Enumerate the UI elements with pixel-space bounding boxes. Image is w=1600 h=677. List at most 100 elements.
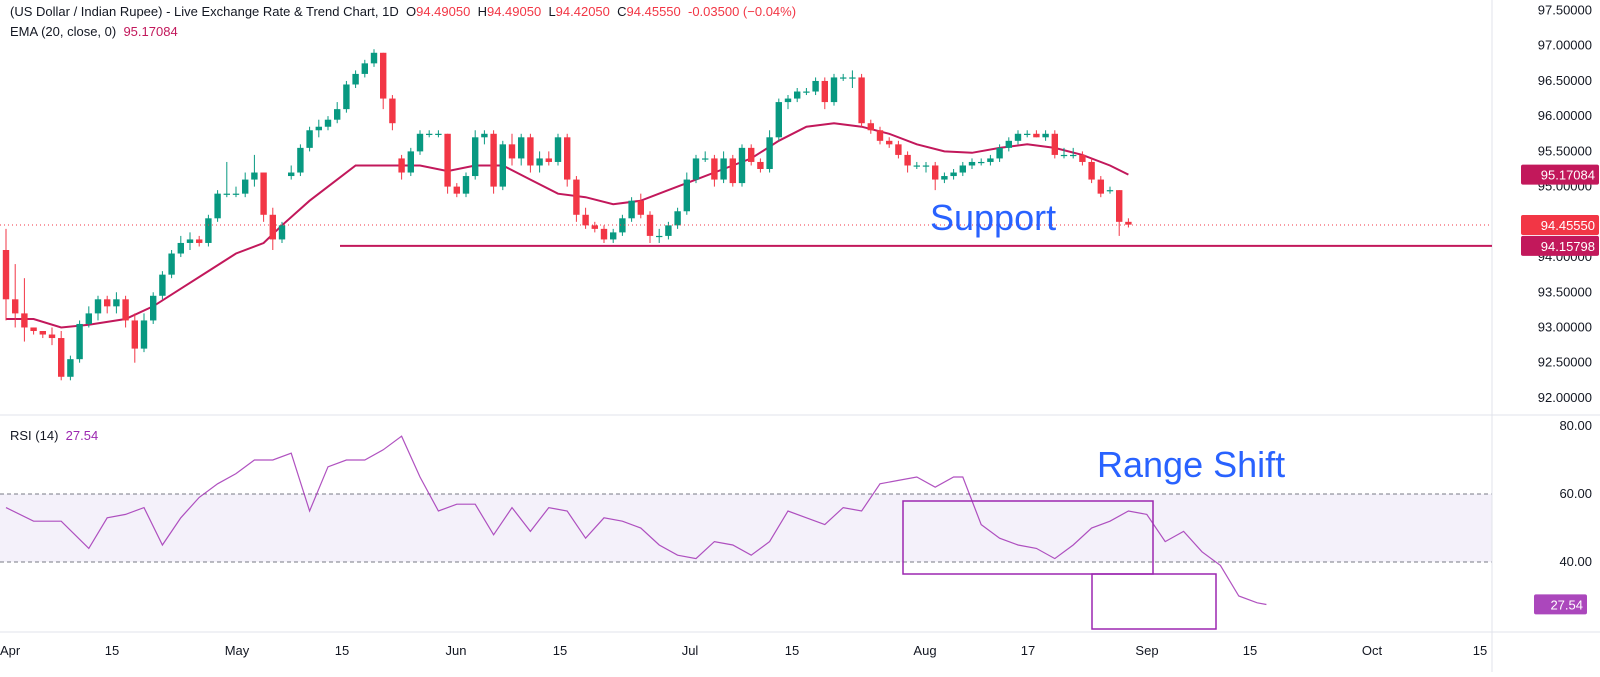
candle-07-01 — [591, 221, 598, 233]
candle-08-21 — [932, 161, 939, 191]
candle-body — [766, 137, 773, 169]
candle-04-25 — [168, 250, 175, 279]
candle-06-13 — [481, 130, 488, 145]
price-tick-label: 97.00000 — [1538, 38, 1592, 53]
candle-body — [564, 137, 571, 180]
candle-09-19 — [1125, 218, 1132, 228]
candle-05-13 — [269, 207, 276, 250]
candle-body — [895, 144, 902, 155]
candle-09-18 — [1116, 190, 1123, 236]
price-tick-label: 92.50000 — [1538, 355, 1592, 370]
candle-body — [720, 158, 727, 180]
candle-04-23 — [150, 292, 157, 324]
candle-body — [140, 320, 148, 349]
candle-body — [352, 73, 359, 85]
ema-label: EMA (20, close, 0) — [10, 24, 117, 39]
candle-body — [867, 123, 874, 131]
ema-legend: EMA (20, close, 0) 95.17084 — [10, 24, 178, 39]
candle-09-11 — [1070, 147, 1077, 159]
candle-body — [757, 161, 764, 169]
candle-08-18 — [904, 151, 911, 173]
candle-body — [122, 299, 129, 321]
candle-04-08 — [48, 327, 56, 346]
candle-06-04 — [416, 130, 424, 155]
candle-body — [398, 158, 405, 173]
rsi-tick-label: 60.00 — [1559, 486, 1592, 501]
candle-06-25 — [554, 133, 562, 166]
time-tick-label: Jul — [682, 643, 699, 658]
candle-body — [683, 179, 690, 212]
candle-08-01 — [803, 88, 810, 96]
candle-06-20 — [527, 133, 534, 173]
candle-body — [85, 313, 92, 324]
candle-07-15 — [683, 172, 690, 215]
candle-body — [453, 186, 460, 194]
rsi-value-tag: 27.54 — [1550, 597, 1583, 612]
candle-04-18 — [122, 295, 129, 328]
candle-body — [269, 214, 276, 240]
candle-04-15 — [94, 295, 102, 321]
candle-07-10 — [656, 228, 663, 243]
candle-09-05 — [1033, 130, 1040, 138]
candle-06-23 — [536, 151, 543, 173]
candle-07-03 — [610, 228, 617, 243]
candle-body — [1005, 140, 1012, 148]
candle-09-03 — [1014, 130, 1022, 145]
candle-05-07 — [232, 186, 240, 198]
last-price-tag: 94.45550 — [1541, 218, 1595, 233]
candle-body — [407, 151, 414, 173]
candle-body — [876, 130, 884, 141]
candle-05-02 — [205, 214, 212, 247]
candle-06-09 — [444, 133, 451, 194]
candle-body — [674, 211, 681, 226]
candle-07-14 — [674, 207, 681, 229]
candle-body — [729, 158, 736, 184]
candle-body — [536, 158, 543, 166]
time-tick-label: Apr — [0, 643, 21, 658]
candle-05-05 — [214, 190, 221, 222]
rsi-line — [5, 435, 1267, 606]
candle-08-04 — [812, 77, 819, 96]
candle-06-03 — [407, 147, 414, 177]
candle-07-08 — [637, 193, 644, 219]
candle-body — [12, 299, 19, 314]
candles-layer — [2, 49, 1132, 381]
candle-08-15 — [895, 140, 902, 159]
candle-body — [794, 91, 801, 99]
candle-06-02 — [398, 154, 405, 180]
candle-05-15 — [288, 165, 295, 180]
candle-body — [738, 147, 746, 184]
candle-body — [582, 214, 589, 226]
candle-09-04 — [1024, 130, 1031, 138]
candle-body — [702, 158, 709, 160]
price-legend: (US Dollar / Indian Rupee) - Live Exchan… — [10, 4, 796, 19]
range-shift-label: Range Shift — [1097, 444, 1285, 485]
candle-05-09 — [251, 154, 258, 187]
price-tick-label: 96.00000 — [1538, 108, 1592, 123]
annotation-layer: Support Range Shift — [0, 197, 1492, 630]
candle-05-19 — [306, 126, 313, 152]
candle-06-18 — [508, 133, 516, 166]
candle-04-09 — [58, 331, 65, 381]
candle-body — [2, 250, 10, 300]
candle-06-17 — [499, 140, 506, 191]
candle-04-24 — [159, 271, 166, 300]
candle-body — [1033, 133, 1040, 138]
candle-body — [610, 232, 617, 240]
candle-body — [628, 200, 635, 219]
support-label: Support — [930, 197, 1056, 238]
rsi-value-tag-bg — [1534, 594, 1587, 615]
candle-body — [196, 239, 203, 243]
legend-change: -0.03500 (−0.04%) — [688, 4, 797, 19]
candle-08-12 — [867, 119, 874, 134]
candle-body — [499, 144, 506, 187]
legend-o-label: O — [405, 4, 417, 19]
candle-body — [803, 91, 810, 93]
candle-05-16 — [297, 144, 304, 177]
time-tick-label: Aug — [913, 643, 936, 658]
ema-layer — [6, 122, 1129, 329]
candle-body — [840, 77, 847, 79]
candle-body — [490, 133, 497, 187]
candle-body — [389, 98, 396, 124]
